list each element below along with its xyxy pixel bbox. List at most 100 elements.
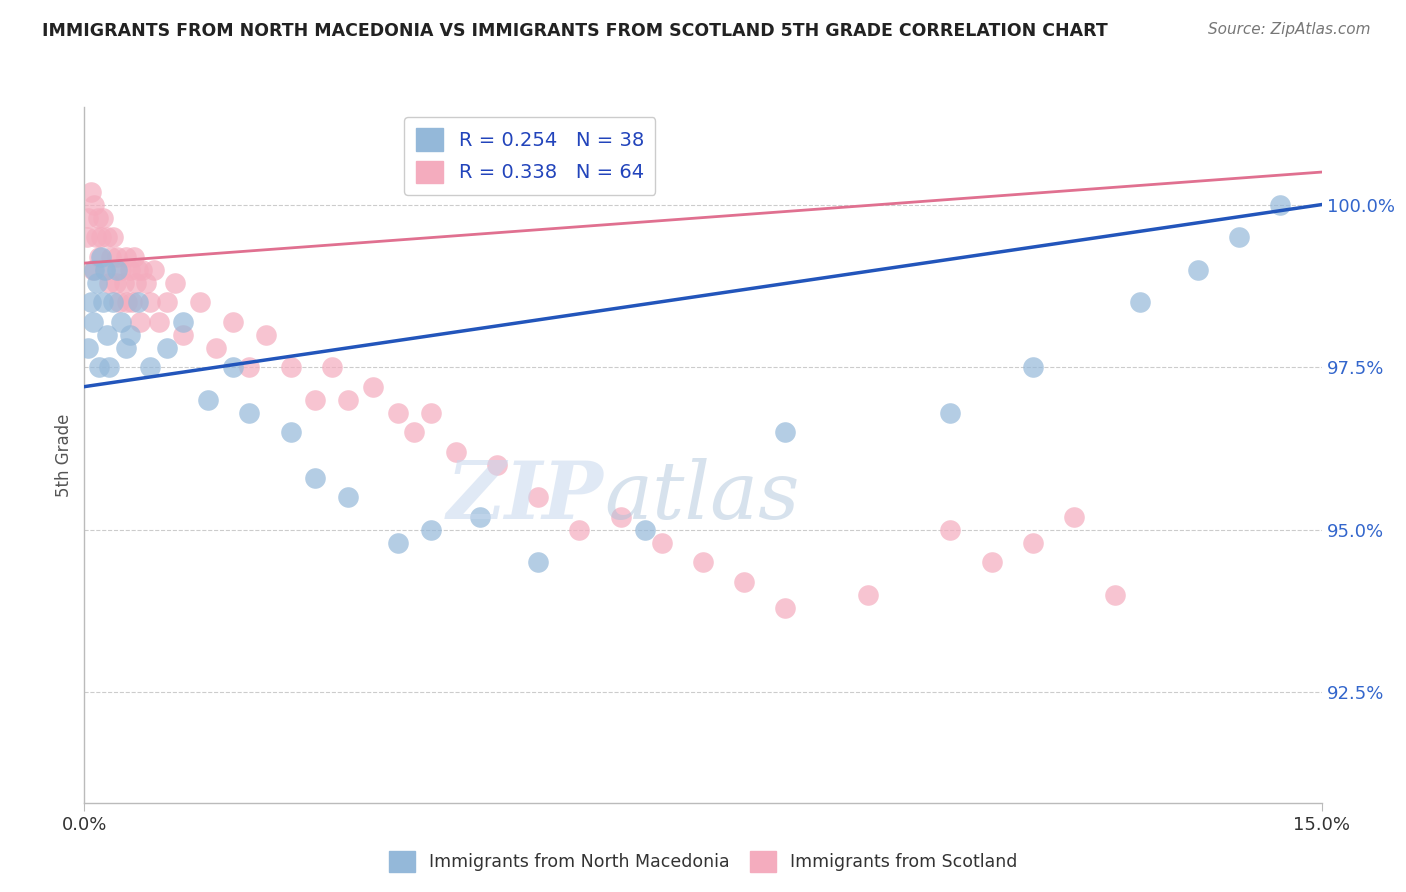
Point [83, 262, 105, 277]
Point [82, 262, 104, 277]
Point [205, 341, 228, 355]
Point [304, 392, 326, 407]
Point [939, 406, 962, 420]
Point [527, 490, 550, 504]
Point [83, 197, 105, 211]
Point [387, 406, 409, 420]
Point [321, 360, 343, 375]
Point [980, 555, 1002, 569]
Point [222, 360, 245, 375]
Point [304, 471, 326, 485]
Point [651, 535, 673, 549]
Point [103, 230, 125, 244]
Point [77, 211, 100, 225]
Point [114, 250, 136, 264]
Point [337, 392, 360, 407]
Point [91, 295, 114, 310]
Point [80, 295, 103, 310]
Point [165, 276, 187, 290]
Point [89, 250, 111, 264]
Legend: R = 0.254   N = 38, R = 0.338   N = 64: R = 0.254 N = 38, R = 0.338 N = 64 [404, 117, 655, 194]
Point [96, 327, 118, 342]
Point [86, 211, 108, 225]
Point [124, 276, 146, 290]
Point [1063, 509, 1085, 524]
Point [470, 509, 492, 524]
Point [527, 555, 550, 569]
Point [98, 276, 121, 290]
Point [222, 315, 245, 329]
Point [86, 276, 108, 290]
Point [238, 360, 260, 375]
Point [103, 295, 125, 310]
Point [129, 315, 152, 329]
Point [280, 425, 302, 439]
Legend: Immigrants from North Macedonia, Immigrants from Scotland: Immigrants from North Macedonia, Immigra… [381, 844, 1025, 879]
Point [1022, 535, 1045, 549]
Point [419, 406, 441, 420]
Point [90, 230, 112, 244]
Point [1022, 360, 1045, 375]
Point [188, 295, 211, 310]
Point [121, 295, 143, 310]
Point [419, 523, 441, 537]
Point [104, 276, 127, 290]
Text: ZIP: ZIP [447, 458, 605, 535]
Text: Source: ZipAtlas.com: Source: ZipAtlas.com [1208, 22, 1371, 37]
Point [139, 360, 162, 375]
Point [76, 230, 98, 244]
Point [105, 262, 128, 277]
Point [1270, 197, 1292, 211]
Point [337, 490, 360, 504]
Point [77, 341, 100, 355]
Point [100, 250, 122, 264]
Point [692, 555, 714, 569]
Point [80, 185, 103, 199]
Point [733, 574, 755, 589]
Point [82, 315, 104, 329]
Point [94, 262, 117, 277]
Point [122, 250, 145, 264]
Point [110, 262, 132, 277]
Point [91, 211, 114, 225]
Point [127, 262, 149, 277]
Point [98, 360, 121, 375]
Point [108, 295, 131, 310]
Point [117, 295, 139, 310]
Point [387, 535, 409, 549]
Point [90, 250, 112, 264]
Point [131, 262, 153, 277]
Point [1129, 295, 1152, 310]
Point [110, 315, 132, 329]
Point [105, 250, 128, 264]
Point [280, 360, 302, 375]
Point [568, 523, 591, 537]
Point [172, 315, 194, 329]
Text: IMMIGRANTS FROM NORTH MACEDONIA VS IMMIGRANTS FROM SCOTLAND 5TH GRADE CORRELATIO: IMMIGRANTS FROM NORTH MACEDONIA VS IMMIG… [42, 22, 1108, 40]
Point [609, 509, 631, 524]
Point [775, 425, 797, 439]
Point [634, 523, 657, 537]
Point [939, 523, 962, 537]
Point [1227, 230, 1250, 244]
Point [254, 327, 277, 342]
Point [856, 588, 879, 602]
Point [172, 327, 194, 342]
Point [94, 262, 117, 277]
Point [1187, 262, 1209, 277]
Point [197, 392, 219, 407]
Point [118, 327, 141, 342]
Point [148, 315, 170, 329]
Point [135, 276, 157, 290]
Point [238, 406, 260, 420]
Point [485, 458, 508, 472]
Point [444, 444, 467, 458]
Point [139, 295, 162, 310]
Point [112, 276, 135, 290]
Point [127, 295, 149, 310]
Point [143, 262, 166, 277]
Point [118, 262, 141, 277]
Point [114, 341, 136, 355]
Point [156, 295, 179, 310]
Point [96, 230, 118, 244]
